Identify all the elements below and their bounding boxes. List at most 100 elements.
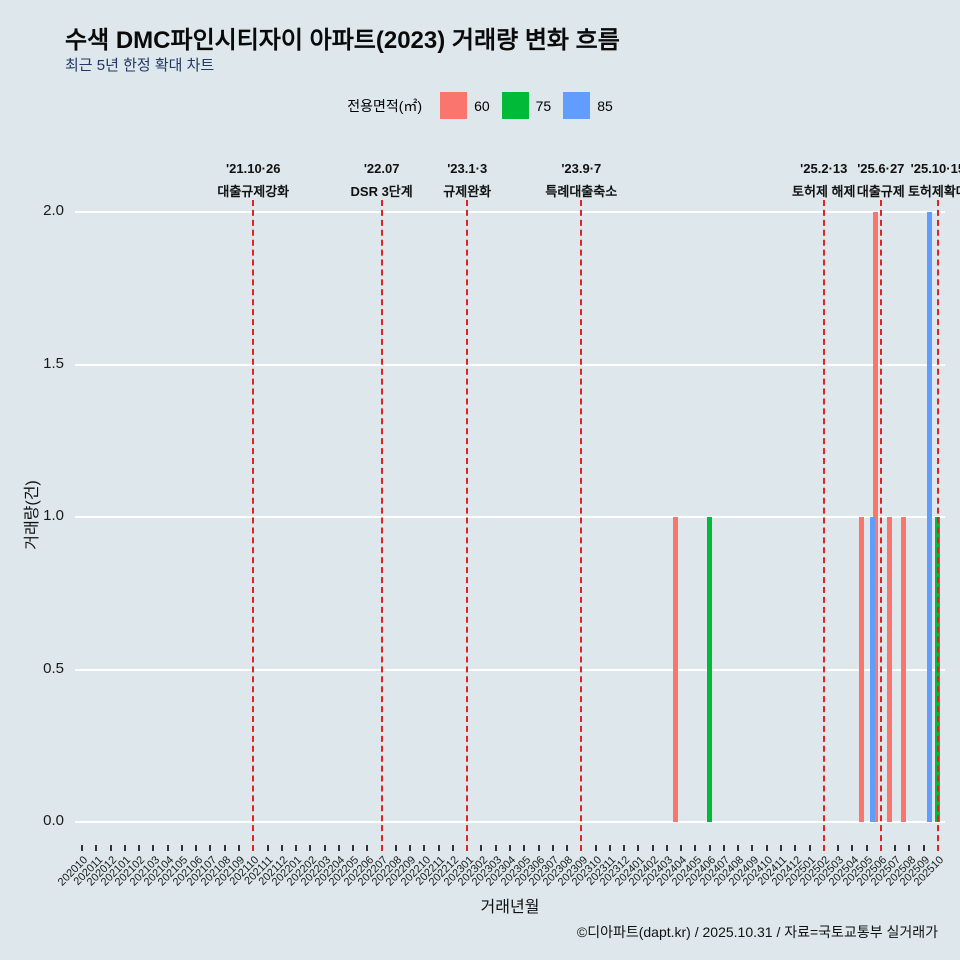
x-tick-mark <box>894 845 897 851</box>
event-line-202502 <box>822 200 825 851</box>
x-tick-mark <box>808 845 811 851</box>
page-subtitle: 최근 5년 한정 확대 차트 <box>65 57 215 74</box>
x-tick-mark <box>737 845 740 851</box>
x-tick-mark <box>295 845 298 851</box>
bar-60-202506 <box>872 212 878 822</box>
x-tick-mark <box>851 845 854 851</box>
x-tick-mark <box>594 845 597 851</box>
x-tick-mark <box>865 845 868 851</box>
y-tick-label: 2.0 <box>43 202 64 219</box>
gridline-y-0.0 <box>75 821 945 823</box>
y-tick-label: 0.0 <box>43 812 64 829</box>
gridline-y-2.0 <box>75 211 945 213</box>
event-line-202309 <box>580 200 583 851</box>
event-date-202110: '21.10·26 <box>226 161 281 176</box>
x-tick-mark <box>651 845 654 851</box>
y-tick-label: 1.0 <box>43 507 64 524</box>
x-tick-mark <box>95 845 98 851</box>
event-line-202207 <box>380 200 383 851</box>
bar-85-202509 <box>926 212 932 822</box>
bar-85-202505 <box>869 517 875 822</box>
event-label-202506: 대출규제 <box>856 184 905 199</box>
event-line-202510 <box>936 200 939 851</box>
x-tick-mark <box>765 845 768 851</box>
event-label-202309: 특례대출축소 <box>545 184 618 199</box>
x-tick-mark <box>537 845 540 851</box>
y-tick-label: 0.5 <box>43 659 64 677</box>
x-tick-mark <box>908 845 911 851</box>
legend-swatch-60 <box>440 92 468 119</box>
legend-item-75: 75 <box>501 92 552 119</box>
x-tick-mark <box>922 845 925 851</box>
x-tick-mark <box>323 845 326 851</box>
y-tick-label: 1.5 <box>43 354 64 372</box>
legend-item-60: 60 <box>440 92 490 119</box>
x-tick-mark <box>366 845 369 851</box>
bar-60-202505 <box>858 517 864 822</box>
x-tick-mark <box>623 845 626 851</box>
x-tick-mark <box>608 845 611 851</box>
legend-swatch-75 <box>501 92 529 119</box>
x-tick-mark <box>394 845 397 851</box>
x-tick-mark <box>138 845 141 851</box>
x-tick-mark <box>223 845 226 851</box>
event-label-202502: 토허제 해제 <box>792 184 856 199</box>
event-line-202110 <box>252 200 255 851</box>
x-tick-mark <box>81 845 84 851</box>
event-date-202506: '25.6·27 <box>857 161 905 176</box>
x-tick-mark <box>566 845 569 851</box>
x-tick-mark <box>751 845 754 851</box>
x-tick-mark <box>280 845 283 851</box>
x-tick-mark <box>694 845 697 851</box>
x-tick-mark <box>637 845 640 851</box>
bar-60-202404 <box>673 517 679 822</box>
x-tick-mark <box>337 845 340 851</box>
legend: 전용면적(㎡) 60 75 85 <box>0 92 960 119</box>
x-tick-mark <box>166 845 169 851</box>
gridline-y-0.5 <box>75 668 945 671</box>
page-title: 수색 DMC파인시티자이 아파트(2023) 거래량 변화 흐름 <box>65 27 620 54</box>
x-tick-mark <box>680 845 683 851</box>
x-tick-mark <box>665 845 668 851</box>
bar-60-202507 <box>887 517 893 822</box>
legend-label-75: 75 <box>535 97 552 114</box>
event-date-202502: '25.2·13 <box>800 161 848 176</box>
x-axis-label: 거래년월 <box>480 899 540 916</box>
x-tick-mark <box>123 845 126 851</box>
legend-items: 60 75 85 <box>428 92 613 119</box>
bar-75-202406 <box>707 517 713 822</box>
event-line-202301 <box>466 200 469 851</box>
event-label-202110: 대출규제강화 <box>217 184 290 199</box>
x-tick-mark <box>451 845 454 851</box>
x-tick-mark <box>494 845 497 851</box>
bar-60-202508 <box>901 517 907 822</box>
event-line-202506 <box>879 200 882 851</box>
gridline-y-1.5 <box>75 363 945 366</box>
gridline-y-1.0 <box>75 516 945 518</box>
x-tick-mark <box>794 845 797 851</box>
x-tick-mark <box>195 845 198 851</box>
x-tick-mark <box>437 845 440 851</box>
footer-credit: ©디아파트(dapt.kr) / 2025.10.31 / 자료=국토교통부 실… <box>576 924 938 940</box>
x-tick-mark <box>309 845 312 851</box>
legend-title: 전용면적(㎡) <box>347 97 423 114</box>
x-tick-mark <box>551 845 554 851</box>
x-tick-mark <box>409 845 412 851</box>
legend-swatch-85 <box>563 92 591 119</box>
event-date-202510: '25.10·15 <box>910 161 960 176</box>
x-tick-mark <box>238 845 241 851</box>
x-tick-mark <box>180 845 183 851</box>
x-tick-mark <box>837 845 840 851</box>
legend-item-85: 85 <box>563 92 613 119</box>
event-date-202301: '23.1·3 <box>447 161 488 176</box>
x-tick-mark <box>779 845 782 851</box>
x-tick-mark <box>152 845 155 851</box>
x-tick-mark <box>523 845 526 851</box>
x-tick-mark <box>209 845 212 851</box>
legend-label-85: 85 <box>597 97 613 114</box>
x-tick-mark <box>109 845 112 851</box>
x-tick-mark <box>708 845 711 851</box>
event-label-202510: 토허제확대 <box>907 184 960 199</box>
event-label-202207: DSR 3단계 <box>350 184 413 199</box>
